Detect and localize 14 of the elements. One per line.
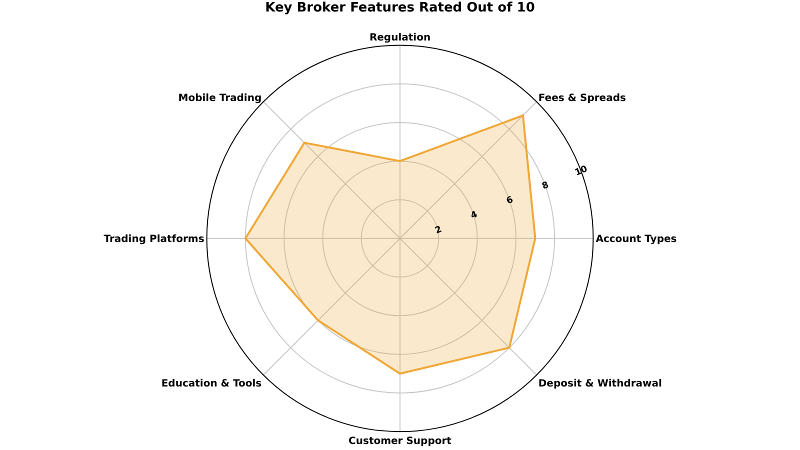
y-tick-label: 6 <box>505 195 515 207</box>
y-tick-label: 10 <box>574 164 590 178</box>
y-tick-label: 2 <box>434 224 444 236</box>
spoke-label: Account Types <box>596 234 677 245</box>
y-tick-label: 4 <box>469 210 480 222</box>
spoke-label: Fees & Spreads <box>538 93 626 104</box>
spoke-label: Deposit & Withdrawal <box>538 378 662 390</box>
spoke-label: Regulation <box>369 32 431 44</box>
spoke-label: Education & Tools <box>161 378 262 390</box>
spoke-label: Trading Platforms <box>104 234 204 245</box>
spoke-label: Customer Support <box>348 436 452 448</box>
y-tick-label: 8 <box>540 180 550 192</box>
spoke-label: Mobile Trading <box>178 93 262 104</box>
chart-title: Key Broker Features Rated Out of 10 <box>265 0 535 16</box>
